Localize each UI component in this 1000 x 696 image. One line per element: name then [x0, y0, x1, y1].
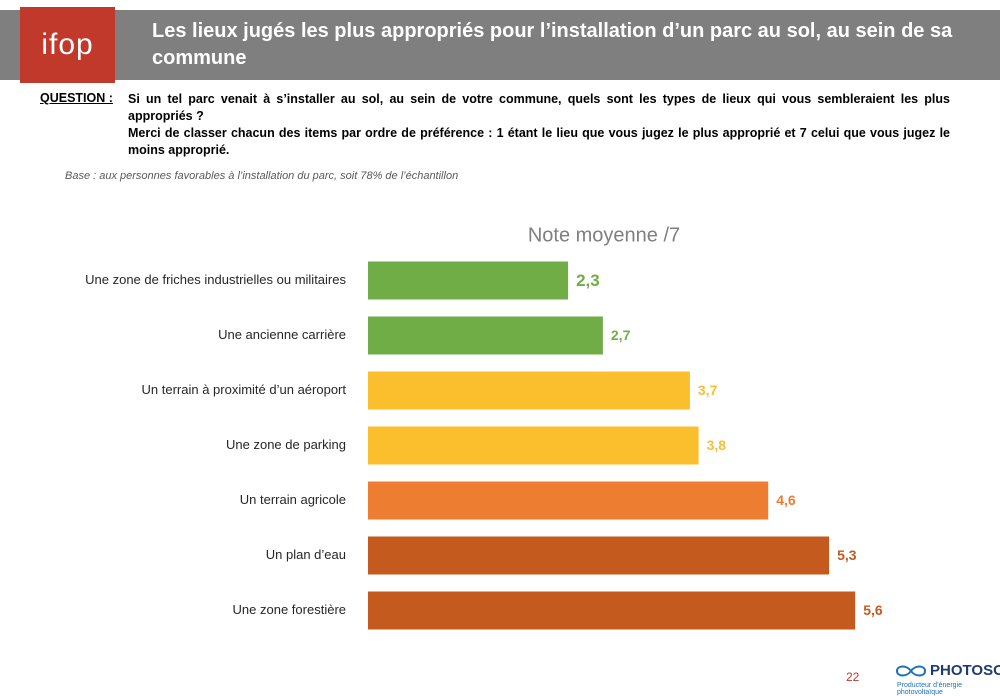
value-label: 2,7 [611, 327, 631, 343]
question-label: QUESTION : [40, 91, 113, 105]
logo: ifop [20, 7, 115, 83]
chart-title: Note moyenne /7 [528, 224, 680, 246]
category-label: Un terrain à proximité d’un aéroport [142, 382, 347, 397]
category-label: Une zone de friches industrielles ou mil… [85, 272, 346, 287]
slide-title: Les lieux jugés les plus appropriés pour… [152, 20, 953, 69]
bar [368, 371, 690, 410]
bar [368, 591, 856, 630]
page-number: 22 [846, 670, 860, 684]
value-label: 3,8 [707, 437, 727, 453]
category-label: Un terrain agricole [240, 492, 346, 507]
brand-name: PHOTOSOL [930, 662, 1000, 679]
value-label: 2,3 [576, 271, 600, 290]
question-line: Merci de classer chacun des items par or… [128, 126, 950, 157]
value-label: 3,7 [698, 382, 718, 398]
value-label: 4,6 [776, 492, 796, 508]
category-label: Un plan d’eau [266, 547, 346, 562]
question-text: Si un tel parc venait à s’installer au s… [128, 91, 950, 159]
brand-icon [895, 665, 927, 677]
base-note: Base : aux personnes favorables à l’inst… [65, 170, 459, 182]
category-label: Une zone forestière [233, 602, 346, 617]
bar [368, 536, 830, 575]
category-label: Une ancienne carrière [218, 327, 346, 342]
bar [368, 481, 769, 520]
header-band [0, 10, 1000, 80]
value-label: 5,3 [837, 547, 857, 563]
value-label: 5,6 [863, 602, 883, 618]
category-label: Une zone de parking [226, 437, 346, 452]
bar [368, 316, 603, 355]
question-line: Si un tel parc venait à s’installer au s… [128, 92, 950, 123]
bar [368, 261, 569, 300]
brand-tagline: Producteur d’énergie photovoltaïque [897, 682, 962, 696]
bar [368, 426, 699, 465]
